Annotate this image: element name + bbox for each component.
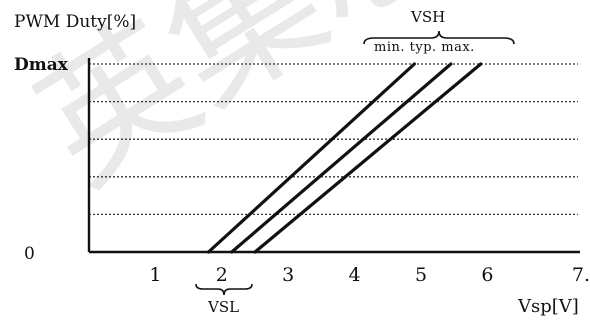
vsl-label: VSL: [208, 298, 240, 316]
y-axis-label: PWM Duty[%]: [14, 12, 137, 32]
x-tick-label: 7.5: [571, 264, 590, 286]
x-tick-label: 6: [481, 264, 494, 286]
x-tick-label: 5: [414, 264, 428, 286]
vsh-sublabels: min. typ. max.: [374, 40, 475, 55]
vsh-label: VSH: [411, 8, 446, 26]
x-tick-label: 2: [215, 264, 228, 286]
series-line-max: [253, 62, 483, 254]
vsh-brace: [363, 30, 515, 45]
y-tick-label-zero: 0: [24, 244, 35, 264]
series-line-min: [206, 62, 416, 254]
x-tick-label: 1: [149, 264, 162, 286]
series-line-typ: [230, 62, 453, 254]
vsl-brace: [195, 283, 253, 296]
x-tick-label: 4: [348, 264, 361, 286]
x-axis-label: Vsp[V]: [518, 296, 579, 317]
x-tick-label: 3: [282, 264, 295, 286]
y-tick-label-dmax: Dmax: [14, 55, 68, 75]
